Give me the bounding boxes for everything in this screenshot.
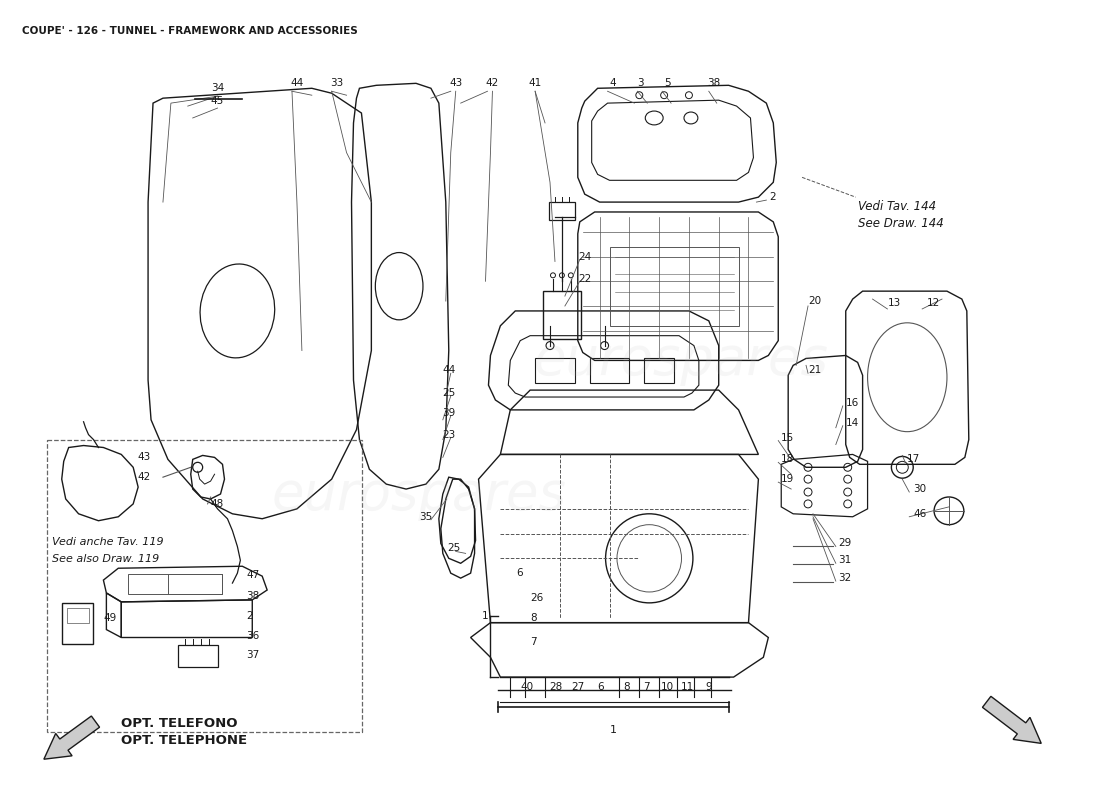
Text: 10: 10 [660, 682, 673, 692]
Text: 37: 37 [246, 650, 260, 660]
Text: 42: 42 [138, 472, 151, 482]
Text: 4: 4 [609, 78, 616, 88]
Text: eurospares: eurospares [534, 334, 828, 386]
Bar [168, 574, 222, 594]
Text: 3: 3 [637, 78, 644, 88]
Text: 7: 7 [530, 638, 537, 647]
Text: 20: 20 [808, 296, 822, 306]
Text: 17: 17 [908, 454, 921, 464]
Text: 29: 29 [838, 538, 851, 549]
Text: 43: 43 [138, 452, 151, 462]
Text: 44: 44 [442, 366, 455, 375]
Text: 1: 1 [482, 610, 488, 621]
FancyArrow shape [44, 716, 100, 759]
Text: 2: 2 [769, 192, 776, 202]
Text: 40: 40 [520, 682, 534, 692]
Text: 34: 34 [211, 83, 224, 94]
FancyArrow shape [982, 696, 1042, 743]
Bar [47, 439, 362, 731]
Text: 8: 8 [623, 682, 629, 692]
Text: 31: 31 [838, 555, 851, 566]
Text: 43: 43 [449, 78, 462, 88]
Text: 12: 12 [927, 298, 940, 308]
Text: 38: 38 [707, 78, 721, 88]
Text: 18: 18 [781, 454, 794, 464]
Text: 19: 19 [781, 474, 794, 484]
Text: 2: 2 [246, 610, 253, 621]
Text: 27: 27 [571, 682, 584, 692]
Text: 30: 30 [913, 484, 926, 494]
Text: COUPE' - 126 - TUNNEL - FRAMEWORK AND ACCESSORIES: COUPE' - 126 - TUNNEL - FRAMEWORK AND AC… [22, 26, 358, 36]
Text: 33: 33 [330, 78, 343, 88]
Bar [549, 202, 575, 220]
Text: OPT. TELEFONO: OPT. TELEFONO [121, 717, 238, 730]
Text: 6: 6 [516, 568, 522, 578]
Text: 22: 22 [578, 274, 591, 284]
Bar [178, 646, 218, 667]
Text: Vedi Tav. 144: Vedi Tav. 144 [858, 200, 936, 213]
Text: 23: 23 [442, 430, 455, 440]
Bar [62, 603, 94, 645]
Text: 15: 15 [781, 433, 794, 442]
Text: 21: 21 [808, 366, 822, 375]
Text: 11: 11 [680, 682, 694, 692]
Bar [67, 608, 88, 622]
Text: 14: 14 [846, 418, 859, 428]
Text: 48: 48 [210, 499, 223, 509]
Text: 49: 49 [103, 613, 117, 622]
Text: eurospares: eurospares [272, 469, 566, 521]
Text: 1: 1 [610, 725, 617, 734]
Text: 36: 36 [246, 630, 260, 641]
Text: 44: 44 [290, 78, 304, 88]
Text: 25: 25 [442, 388, 455, 398]
Text: See Draw. 144: See Draw. 144 [858, 217, 944, 230]
Text: 7: 7 [644, 682, 650, 692]
Text: 16: 16 [846, 398, 859, 408]
Text: OPT. TELEPHONE: OPT. TELEPHONE [121, 734, 248, 747]
Text: 6: 6 [597, 682, 604, 692]
Text: 39: 39 [442, 408, 455, 418]
Text: 9: 9 [705, 682, 712, 692]
Text: Vedi anche Tav. 119: Vedi anche Tav. 119 [52, 537, 164, 546]
Text: 13: 13 [888, 298, 901, 308]
Text: 41: 41 [528, 78, 541, 88]
Text: 28: 28 [549, 682, 562, 692]
Bar [129, 574, 222, 594]
Text: 24: 24 [578, 251, 591, 262]
Text: 35: 35 [419, 512, 433, 522]
Bar [645, 358, 674, 383]
Text: 46: 46 [913, 509, 926, 519]
Text: 42: 42 [486, 78, 499, 88]
Text: 26: 26 [530, 593, 543, 603]
Bar [609, 246, 738, 326]
Text: 38: 38 [246, 591, 260, 601]
Text: 5: 5 [663, 78, 670, 88]
Text: 25: 25 [448, 543, 461, 554]
Text: 45: 45 [211, 96, 224, 106]
Bar [543, 291, 581, 338]
Text: 32: 32 [838, 573, 851, 583]
Bar [535, 358, 575, 383]
Bar [590, 358, 629, 383]
Text: 47: 47 [246, 570, 260, 580]
Text: See also Draw. 119: See also Draw. 119 [52, 554, 160, 564]
Text: 8: 8 [530, 613, 537, 622]
